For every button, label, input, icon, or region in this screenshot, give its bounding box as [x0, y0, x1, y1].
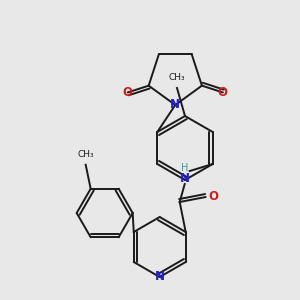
Text: CH₃: CH₃ — [169, 73, 185, 82]
Text: N: N — [170, 98, 180, 112]
Text: N: N — [180, 172, 190, 185]
Text: CH₃: CH₃ — [77, 150, 94, 159]
Text: O: O — [209, 190, 219, 203]
Text: N: N — [155, 271, 165, 284]
Text: H: H — [181, 163, 188, 173]
Text: O: O — [123, 86, 133, 99]
Text: O: O — [218, 86, 228, 99]
